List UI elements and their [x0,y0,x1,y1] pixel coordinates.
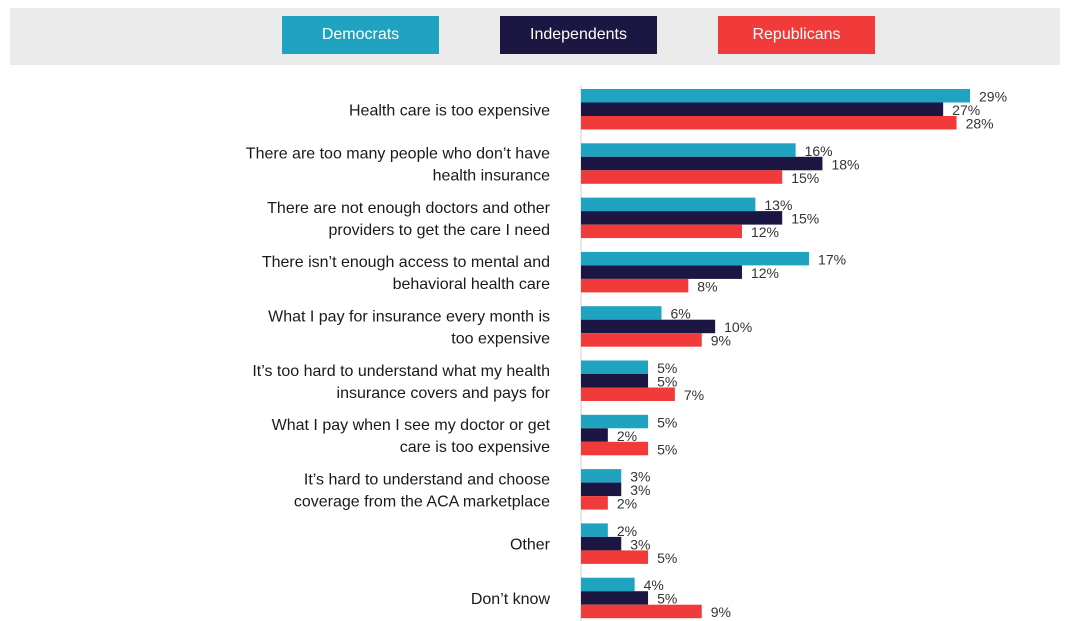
data-label-republicans: 8% [697,278,717,294]
data-label-democrats: 6% [670,306,690,322]
data-label-republicans: 28% [966,116,994,132]
data-label-republicans: 5% [657,550,677,566]
category-label-line: What I pay for insurance every month is [268,308,550,325]
category-label-line: coverage from the ACA marketplace [294,493,550,510]
bar-republicans [581,224,742,239]
bar-democrats [581,577,635,592]
category-label-line: behavioral health care [393,276,551,293]
bar-republicans [581,387,675,401]
bar-republicans [581,116,957,130]
data-label-democrats: 29% [979,89,1007,105]
bar-republicans [581,496,608,510]
bar-independents [581,319,716,334]
data-label-democrats: 16% [805,143,833,159]
category-label-line: There isn’t enough access to mental and [262,254,550,271]
category-label-line: There are too many people who don’t have [246,146,550,163]
data-label-independents: 18% [831,156,859,172]
bar-independents [581,536,622,551]
data-label-democrats: 17% [818,251,846,267]
bar-republicans [581,278,689,293]
category-label-line: care is too expensive [400,439,550,456]
category-label: There isn’t enough access to mental and b… [262,254,550,293]
bar-republicans [581,441,649,456]
bar-independents [581,156,823,171]
category-label: Health care is too expensive [349,102,550,119]
category-label-line: insurance covers and pays for [337,385,551,402]
bar-democrats [581,360,649,374]
bar-democrats [581,414,649,429]
data-label-independents: 3% [630,536,650,552]
legend-item-independents: Independents [500,16,657,54]
data-label-democrats: 3% [630,469,650,485]
data-label-republicans: 12% [751,224,779,240]
category-label-line: It’s too hard to understand what my heal… [252,363,550,380]
data-label-independents: 15% [791,211,819,227]
category-label: Other [510,537,551,554]
data-label-independents: 27% [952,102,980,118]
category-label: It’s too hard to understand what my heal… [252,363,550,402]
bar-independents [581,265,742,279]
legend-item-republicans: Republicans [718,16,875,54]
bar-democrats [581,89,970,103]
bar-republicans [581,604,702,619]
bar-democrats [581,251,810,266]
bar-independents [581,591,649,605]
bar-democrats [581,197,756,212]
category-label: It’s hard to understand and choose covera… [294,471,550,510]
bar-republicans [581,550,649,564]
category-label-line: Health care is too expensive [349,102,550,119]
category-label: Don’t know [471,591,551,608]
category-label: There are not enough doctors and other pr… [267,200,551,239]
legend: Democrats Independents Republicans [10,8,1060,65]
category-label-line: too expensive [451,330,550,347]
category-label-line: Don’t know [471,591,551,608]
data-label-independents: 12% [751,265,779,281]
data-label-independents: 3% [630,482,650,498]
bar-democrats [581,306,662,320]
bar-democrats [581,143,796,157]
data-label-republicans: 15% [791,170,819,186]
data-label-democrats: 5% [657,360,677,376]
bar-independents [581,374,649,388]
category-label-line: health insurance [433,168,551,185]
category-label-line: Other [510,537,551,554]
data-label-republicans: 7% [684,387,704,403]
data-label-independents: 5% [657,374,677,390]
bar-independents [581,428,608,442]
bar-democrats [581,469,622,483]
data-label-democrats: 5% [657,414,677,430]
category-label-line: What I pay when I see my doctor or get [272,417,551,434]
bar-republicans [581,170,783,184]
legend-item-democrats: Democrats [282,16,439,54]
data-label-independents: 10% [724,319,752,335]
data-label-independents: 5% [657,591,677,607]
bar-democrats [581,523,608,537]
data-label-democrats: 13% [764,197,792,213]
bar-independents [581,102,944,116]
data-label-republicans: 9% [711,333,731,349]
data-label-republicans: 2% [617,496,637,512]
bar-independents [581,211,783,225]
data-label-democrats: 2% [617,523,637,539]
bar-independents [581,482,622,497]
category-label-line: It’s hard to understand and choose [304,471,550,488]
data-label-independents: 2% [617,428,637,444]
category-label: What I pay for insurance every month is t… [268,308,550,347]
category-label: What I pay when I see my doctor or get ca… [272,417,551,456]
data-label-republicans: 9% [711,604,731,620]
bar-republicans [581,333,702,347]
data-label-republicans: 5% [657,441,677,457]
category-label: There are too many people who don’t have… [246,146,550,185]
category-label-line: providers to get the care I need [329,222,550,239]
category-label-line: There are not enough doctors and other [267,200,551,217]
data-label-democrats: 4% [644,577,664,593]
